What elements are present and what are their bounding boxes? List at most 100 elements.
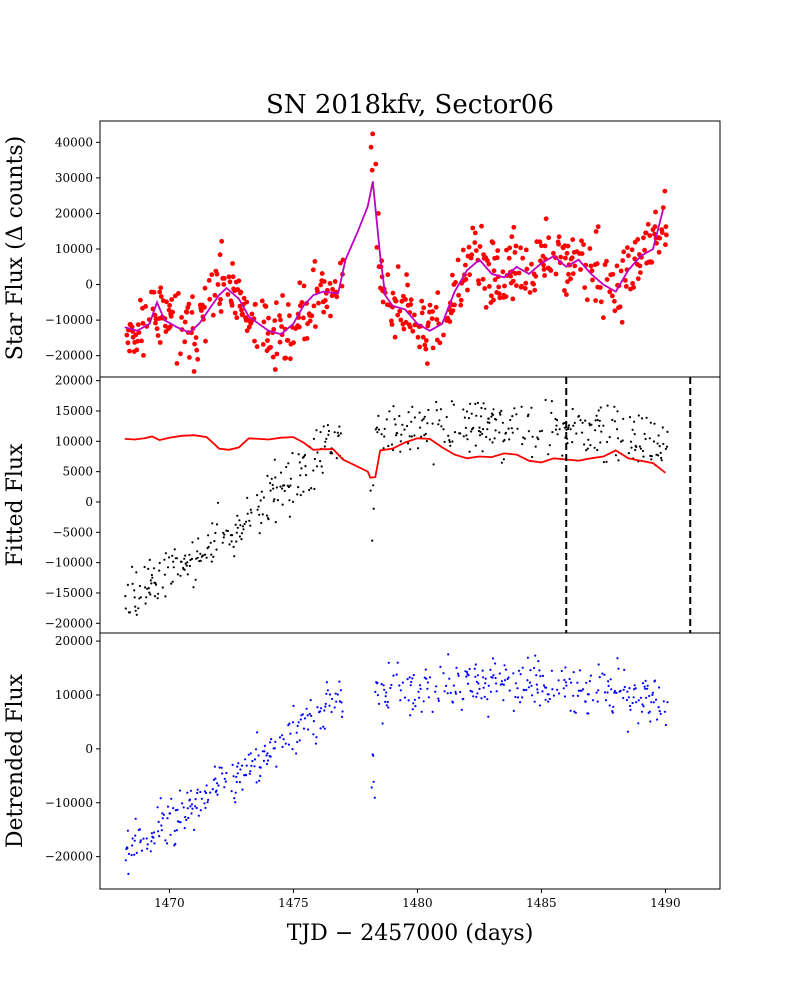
data-point — [598, 424, 601, 427]
data-point — [459, 432, 462, 435]
data-point — [130, 854, 133, 857]
data-point — [441, 332, 446, 338]
data-point — [215, 782, 219, 785]
data-point — [551, 431, 554, 434]
data-point — [590, 423, 593, 426]
data-point — [200, 797, 203, 800]
data-point — [131, 837, 134, 840]
data-point — [462, 408, 465, 411]
y-tick-label: 15000 — [55, 404, 93, 418]
data-point — [330, 286, 335, 292]
data-point — [652, 701, 656, 704]
data-point — [316, 706, 319, 709]
data-point — [319, 431, 322, 434]
axes-frame — [99, 632, 721, 890]
data-point — [288, 356, 293, 362]
data-point — [642, 455, 645, 458]
data-point — [532, 287, 538, 293]
data-point — [134, 609, 137, 612]
data-point — [128, 611, 132, 614]
data-point — [127, 348, 132, 354]
data-point — [333, 431, 336, 434]
data-point — [511, 415, 514, 418]
data-point — [513, 407, 516, 410]
data-point — [548, 268, 554, 273]
data-point — [502, 699, 505, 702]
data-point — [313, 487, 316, 491]
data-point — [589, 674, 593, 677]
data-point — [399, 699, 402, 702]
data-point — [645, 416, 648, 419]
data-point — [406, 678, 409, 681]
data-point — [134, 347, 140, 353]
data-point — [478, 687, 481, 691]
data-point — [581, 421, 584, 424]
data-point — [383, 427, 386, 430]
data-point — [660, 456, 663, 460]
data-point — [408, 676, 411, 679]
data-point — [646, 687, 649, 690]
data-point — [283, 489, 286, 493]
y-tick-label: 0 — [85, 495, 93, 509]
data-point — [488, 438, 491, 441]
data-point — [614, 263, 620, 269]
data-point — [666, 430, 669, 433]
data-point — [484, 677, 487, 680]
data-point — [427, 302, 433, 308]
data-point — [277, 313, 282, 318]
data-point — [538, 430, 542, 433]
data-point — [199, 790, 202, 794]
data-point — [235, 540, 238, 543]
data-point — [311, 303, 317, 309]
data-point — [325, 692, 328, 695]
data-point — [237, 762, 240, 765]
data-point — [297, 453, 300, 456]
data-point — [149, 850, 152, 853]
data-point — [197, 537, 200, 540]
data-point — [191, 541, 194, 544]
data-point — [193, 828, 196, 832]
data-point — [410, 680, 413, 684]
data-point — [502, 283, 507, 289]
data-point — [181, 802, 184, 805]
data-point — [551, 250, 556, 256]
data-point — [435, 400, 438, 404]
data-point — [606, 404, 609, 407]
data-point — [269, 482, 272, 485]
data-point — [190, 557, 194, 561]
data-point — [516, 270, 522, 276]
data-point — [404, 272, 409, 277]
data-point — [319, 460, 322, 463]
data-point — [474, 663, 477, 666]
data-point — [633, 433, 636, 436]
data-point — [459, 690, 462, 694]
data-point — [244, 758, 247, 761]
data-point — [483, 305, 489, 310]
data-point — [292, 704, 295, 708]
data-point — [285, 302, 291, 307]
data-point — [386, 700, 389, 704]
data-point — [247, 753, 250, 756]
data-point — [277, 339, 283, 345]
data-point — [234, 801, 237, 804]
data-point — [597, 663, 600, 666]
data-point — [319, 271, 325, 276]
data-point — [622, 417, 625, 420]
data-point — [617, 304, 623, 310]
data-point — [491, 676, 494, 679]
data-point — [612, 298, 617, 304]
data-point — [150, 573, 153, 577]
data-point — [289, 732, 292, 735]
data-point — [186, 561, 189, 564]
data-point — [658, 445, 661, 448]
data-point — [607, 289, 613, 295]
data-point — [301, 315, 306, 321]
data-point — [230, 790, 233, 793]
data-point — [649, 259, 655, 265]
data-point — [550, 669, 554, 672]
data-point — [393, 298, 399, 304]
data-point — [561, 454, 564, 457]
data-point — [274, 351, 280, 357]
data-point — [410, 420, 413, 423]
data-point — [547, 700, 550, 703]
